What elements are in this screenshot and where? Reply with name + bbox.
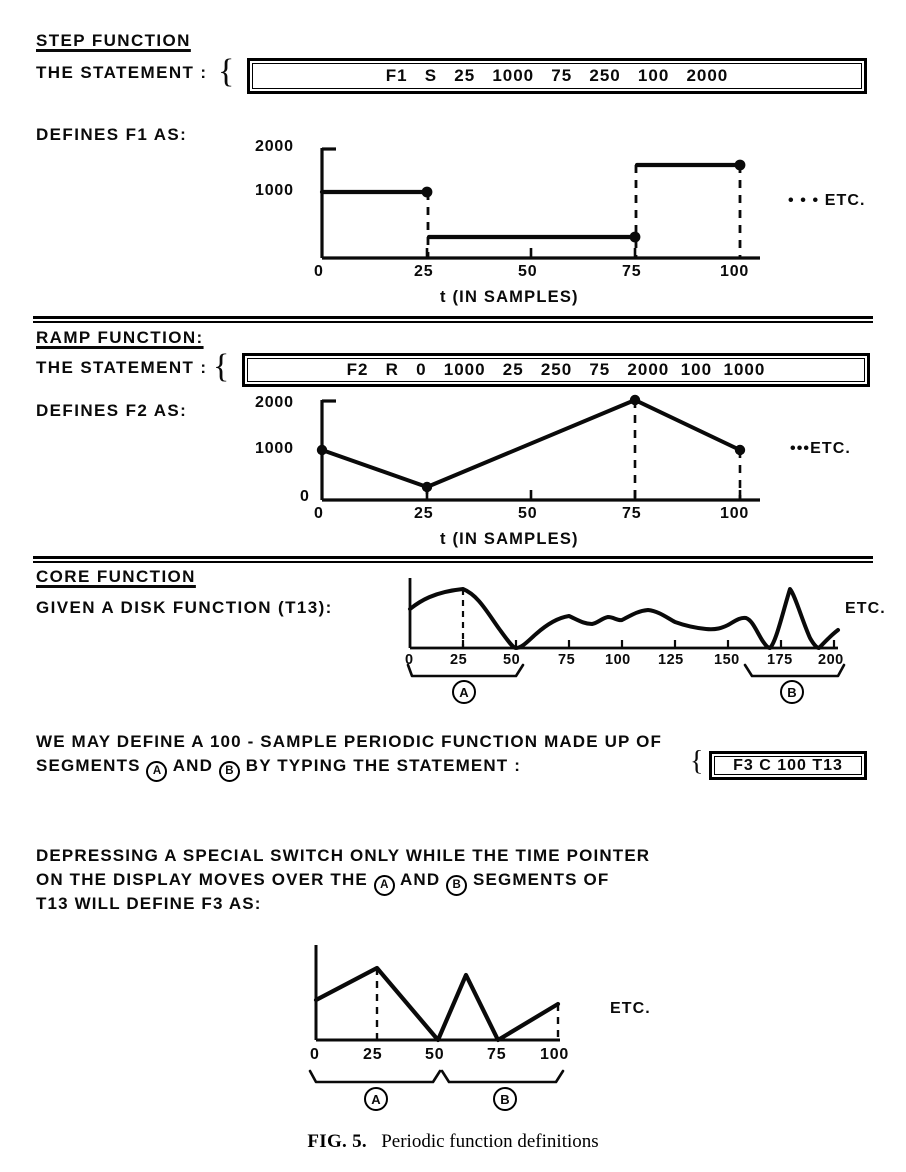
disk-xtick-50: 50 — [503, 652, 521, 668]
ramp-xtick-100: 100 — [720, 505, 750, 522]
ramp-defines-label: DEFINES F2 AS: — [36, 401, 188, 420]
divider-2b — [33, 561, 873, 563]
core-paragraph-1-line-2: SEGMENTS A AND B BY TYPING THE STATEMENT… — [36, 755, 522, 783]
segment-marker-b-f3: B — [493, 1087, 517, 1111]
f3-xtick-100: 100 — [540, 1046, 570, 1063]
core-statement-box[interactable]: F3 C 100 T13 — [709, 751, 867, 780]
core-paragraph-1-line-1: WE MAY DEFINE A 100 - SAMPLE PERIODIC FU… — [36, 732, 662, 751]
f3-etc-annotation: ETC. — [610, 1000, 651, 1017]
divider-1b — [33, 321, 873, 323]
ramp-ytick-2000: 2000 — [255, 394, 294, 411]
step-xaxis-label: t (IN SAMPLES) — [440, 288, 579, 306]
disk-xtick-150: 150 — [714, 652, 740, 668]
core-paragraph-2-line-3: T13 WILL DEFINE F3 AS: — [36, 894, 262, 913]
f3-xtick-0: 0 — [310, 1046, 320, 1063]
para2-seg-before: ON THE DISPLAY MOVES OVER THE — [36, 870, 368, 889]
ramp-statement-box[interactable]: F2 R 0 1000 25 250 75 2000 100 1000 — [242, 353, 870, 387]
heading-step-function: STEP FUNCTION — [36, 31, 191, 50]
f3-xtick-25: 25 — [363, 1046, 383, 1063]
disk-xtick-125: 125 — [658, 652, 684, 668]
segment-marker-a-inline-1: A — [146, 761, 168, 783]
divider-2 — [33, 556, 873, 559]
ramp-etc-annotation: •••ETC. — [790, 440, 851, 457]
step-xtick-75: 75 — [622, 263, 642, 280]
disk-xtick-75: 75 — [558, 652, 576, 668]
segment-marker-b-inline-2: B — [446, 875, 468, 897]
para1-seg-after: BY TYPING THE STATEMENT : — [245, 756, 522, 775]
ramp-statement-label: THE STATEMENT : — [36, 358, 208, 377]
para1-seg-mid: AND — [172, 756, 214, 775]
step-defines-label: DEFINES F1 AS: — [36, 125, 188, 144]
disk-xtick-25: 25 — [450, 652, 468, 668]
ramp-xtick-0: 0 — [314, 505, 324, 522]
segment-marker-b-disk: B — [780, 680, 804, 704]
step-ytick-2000: 2000 — [255, 138, 294, 155]
figure-caption-label: FIG. 5. — [307, 1131, 367, 1152]
step-xtick-100: 100 — [720, 263, 750, 280]
divider-1 — [33, 316, 873, 319]
disk-xtick-175: 175 — [767, 652, 793, 668]
core-paragraph-2-line-1: DEPRESSING A SPECIAL SWITCH ONLY WHILE T… — [36, 846, 651, 865]
step-statement-label: THE STATEMENT : — [36, 63, 208, 82]
step-brace: { — [218, 53, 235, 90]
heading-core-function: CORE FUNCTION — [36, 567, 196, 586]
para1-seg-before: SEGMENTS — [36, 756, 141, 775]
f3-xtick-50: 50 — [425, 1046, 445, 1063]
step-statement-text: F1 S 25 1000 75 250 100 2000 — [385, 66, 729, 85]
ramp-ytick-0: 0 — [300, 488, 310, 505]
disk-xtick-200: 200 — [818, 652, 844, 668]
para2-seg-mid: AND — [399, 870, 441, 889]
ramp-xtick-25: 25 — [414, 505, 434, 522]
step-ytick-1000: 1000 — [255, 182, 294, 199]
segment-marker-a-f3: A — [364, 1087, 388, 1111]
core-brace: { — [690, 746, 704, 777]
step-etc-annotation: • • • ETC. — [788, 192, 866, 209]
ramp-xtick-50: 50 — [518, 505, 538, 522]
step-xtick-25: 25 — [414, 263, 434, 280]
step-xtick-50: 50 — [518, 263, 538, 280]
para2-seg-after: SEGMENTS OF — [473, 870, 610, 889]
disk-etc-annotation: ETC. — [845, 600, 886, 617]
core-statement-text: F3 C 100 T13 — [733, 756, 843, 774]
figure-caption-text: Periodic function definitions — [381, 1131, 599, 1152]
disk-xtick-0: 0 — [405, 652, 414, 668]
segment-marker-a-disk: A — [452, 680, 476, 704]
segment-marker-a-inline-2: A — [373, 875, 395, 897]
ramp-xaxis-label: t (IN SAMPLES) — [440, 530, 579, 548]
ramp-ytick-1000: 1000 — [255, 440, 294, 457]
ramp-xtick-75: 75 — [622, 505, 642, 522]
ramp-brace: { — [213, 348, 230, 385]
figure-caption: FIG. 5. Periodic function definitions — [0, 1131, 906, 1153]
f3-xtick-75: 75 — [487, 1046, 507, 1063]
core-given-label: GIVEN A DISK FUNCTION (T13): — [36, 598, 333, 617]
heading-ramp-function: RAMP FUNCTION: — [36, 328, 204, 347]
disk-xtick-100: 100 — [605, 652, 631, 668]
step-xtick-0: 0 — [314, 263, 324, 280]
ramp-statement-text: F2 R 0 1000 25 250 75 2000 100 1000 — [346, 360, 766, 379]
segment-marker-b-inline-1: B — [218, 761, 240, 783]
core-paragraph-2-line-2: ON THE DISPLAY MOVES OVER THE A AND B SE… — [36, 869, 610, 897]
